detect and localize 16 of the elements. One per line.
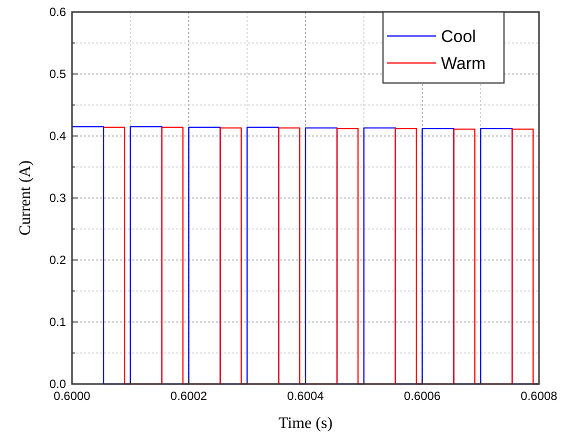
x-tick-label: 0.6008: [520, 389, 558, 403]
y-tick-label: 0.6: [49, 5, 66, 19]
y-tick-label: 0.3: [49, 191, 66, 205]
y-tick-label: 0.5: [49, 67, 66, 81]
x-tick-label: 0.6004: [287, 389, 324, 403]
x-axis-title: Time (s): [278, 415, 333, 432]
y-tick-label: 0.0: [49, 377, 66, 391]
legend-label: Warm: [441, 54, 486, 73]
legend-label: Cool: [441, 27, 476, 46]
y-tick-label: 0.4: [49, 129, 66, 143]
y-tick-label: 0.2: [49, 253, 66, 267]
y-tick-label: 0.1: [49, 315, 66, 329]
x-tick-label: 0.6002: [170, 389, 208, 403]
x-tick-label: 0.6006: [404, 389, 441, 403]
x-tick-label: 0.6000: [54, 389, 91, 403]
y-axis-title: Current (A): [17, 160, 34, 236]
